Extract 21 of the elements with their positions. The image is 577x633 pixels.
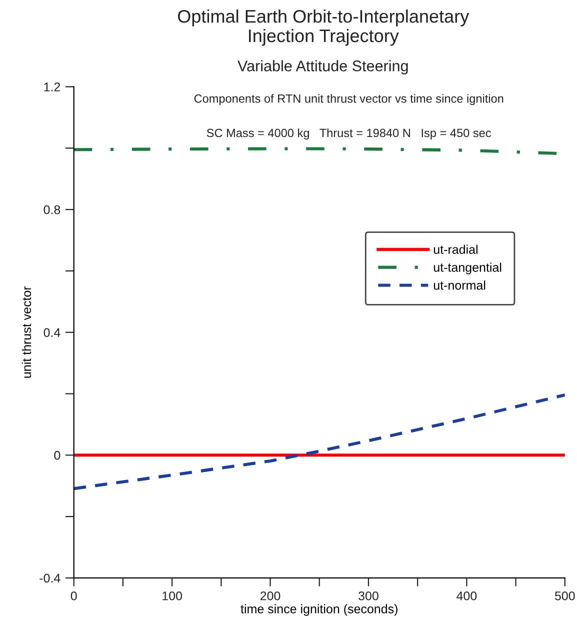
y-tick-label: -0.4 bbox=[40, 574, 60, 583]
x-axis-title: time since ignition (seconds) bbox=[240, 604, 398, 616]
chart-title: Optimal Earth Orbit-to-Interplanetary Injection Trajectory bbox=[178, 9, 470, 46]
chart-subtitle: Variable Attitude Steering bbox=[238, 60, 408, 74]
y-tick-label: 0 bbox=[54, 450, 60, 460]
y-tick-label: 0.4 bbox=[44, 328, 60, 337]
line-series bbox=[74, 393, 565, 490]
annotation: Components of RTN unit thrust vector vs time since ignition bbox=[194, 94, 504, 106]
legend-label: ut-tangential bbox=[434, 262, 502, 274]
y-axis-title: unit thrust vector bbox=[22, 286, 32, 378]
y-tick-label: 1.2 bbox=[44, 82, 60, 92]
annotation: SC Mass = 4000 kg Thrust = 19840 N Isp = 450 sec bbox=[206, 128, 491, 140]
x-tick-label: 300 bbox=[358, 591, 378, 600]
x-tick-label: 200 bbox=[260, 591, 280, 600]
x-tick-label: 500 bbox=[554, 591, 575, 600]
x-tick-label: 400 bbox=[456, 591, 477, 600]
x-tick-label: 0 bbox=[70, 591, 77, 600]
legend-label: ut-normal bbox=[434, 280, 486, 290]
y-tick-label: 0.8 bbox=[44, 205, 60, 214]
x-tick-label: 100 bbox=[162, 591, 182, 600]
legend-label: ut-radial bbox=[434, 244, 478, 254]
